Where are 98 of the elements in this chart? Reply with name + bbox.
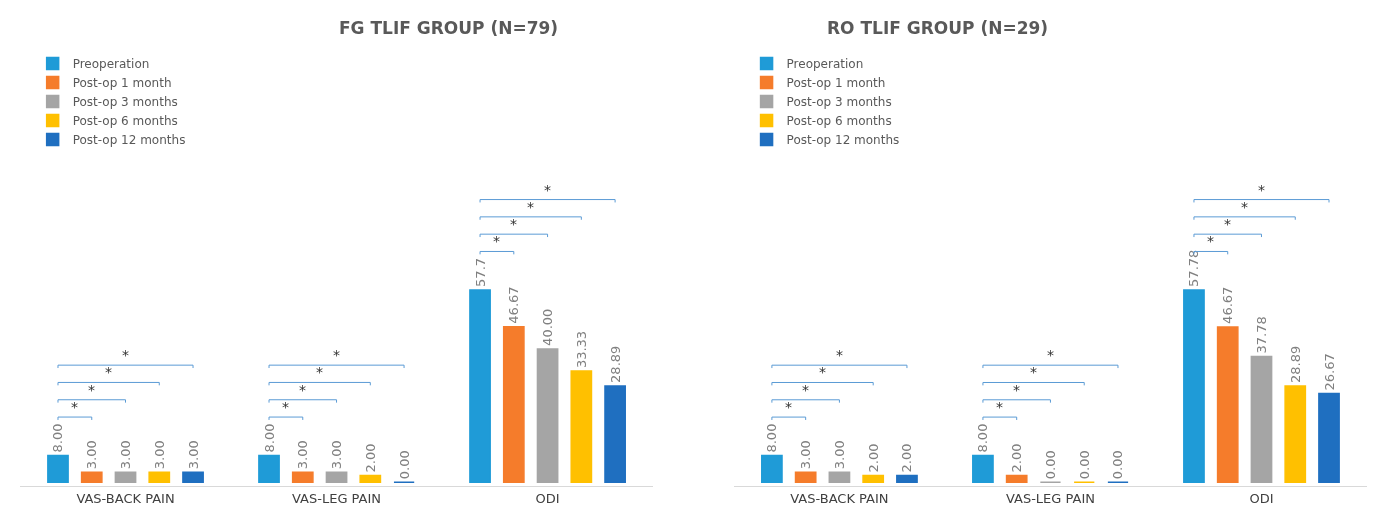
legend-label: Post-op 3 months xyxy=(72,95,178,110)
text: * xyxy=(510,216,517,232)
legend-label: Post-op 3 months xyxy=(786,95,892,110)
bar xyxy=(972,454,994,483)
annotation: * xyxy=(785,399,792,415)
data-label: 2.00 xyxy=(362,443,378,473)
text: * xyxy=(544,182,551,198)
data-label: 57.7 xyxy=(472,257,488,287)
annotation: * xyxy=(299,382,306,398)
data-label: 28.89 xyxy=(1287,345,1303,384)
text: * xyxy=(1224,216,1231,232)
bar xyxy=(761,454,783,483)
data-label: 33.33 xyxy=(573,330,589,369)
annotation: * xyxy=(1047,347,1054,363)
bar xyxy=(1216,326,1239,483)
bar xyxy=(828,471,851,483)
legend-label: Preoperation xyxy=(72,57,150,72)
annotation: * xyxy=(88,382,95,398)
data-label: 37.78 xyxy=(1253,316,1269,354)
bar xyxy=(80,471,103,483)
data-label: 40.00 xyxy=(540,308,556,346)
data-label: 8.00 xyxy=(975,423,991,453)
bar xyxy=(258,454,280,483)
data-label: 3.00 xyxy=(151,440,167,470)
bar xyxy=(604,385,626,483)
data-label: 3.00 xyxy=(118,440,134,470)
legend-label: Preoperation xyxy=(786,57,864,72)
bar xyxy=(291,471,314,483)
data-label: 28.89 xyxy=(607,345,623,383)
data-label: 3.00 xyxy=(831,440,847,470)
x-tick-label: VAS-LEG PAIN xyxy=(292,490,382,506)
bar xyxy=(325,471,348,483)
bar xyxy=(1250,355,1273,483)
bar xyxy=(502,325,525,483)
bar xyxy=(182,471,204,483)
data-label: 46.67 xyxy=(506,286,522,324)
legend-label: Post-op 6 months xyxy=(72,114,178,129)
bar xyxy=(1183,289,1205,483)
annotation: * xyxy=(1030,364,1037,380)
bar xyxy=(114,471,137,483)
data-label: 3.00 xyxy=(295,440,311,470)
data-label: 46.67 xyxy=(1220,286,1236,324)
data-label: 8.00 xyxy=(764,423,780,453)
text: * xyxy=(493,233,500,249)
data-label: 0.00 xyxy=(396,450,412,480)
bar xyxy=(1005,474,1028,483)
chart-title: RO TLIF GROUP (N=29) xyxy=(827,18,1049,38)
text: * xyxy=(1207,233,1214,249)
annotation: * xyxy=(996,399,1003,415)
bar xyxy=(469,289,491,483)
annotation: * xyxy=(105,364,112,380)
text: * xyxy=(1258,182,1265,198)
annotation: * xyxy=(122,347,129,363)
bar xyxy=(1318,392,1340,483)
legend-label: Post-op 12 months xyxy=(72,133,186,148)
legend-label: Post-op 1 month xyxy=(786,76,886,91)
data-label: 2.00 xyxy=(1009,443,1025,473)
data-label: 0.00 xyxy=(1042,450,1058,480)
x-tick-label: VAS-BACK PAIN xyxy=(790,490,889,506)
bar xyxy=(1284,385,1307,483)
data-label: 3.00 xyxy=(798,440,814,470)
data-label: 8.00 xyxy=(261,423,277,453)
bar xyxy=(862,474,885,483)
data-label: 0.00 xyxy=(1110,450,1126,480)
data-label: 8.00 xyxy=(50,423,66,453)
data-label: 2.00 xyxy=(899,443,915,473)
text: * xyxy=(1241,199,1248,215)
data-label: 0.00 xyxy=(1076,450,1092,480)
bar xyxy=(47,454,69,483)
x-tick-label: ODI xyxy=(1249,490,1274,506)
data-label: 26.67 xyxy=(1321,353,1337,391)
legend-label: Post-op 6 months xyxy=(786,114,892,129)
bar xyxy=(896,474,918,483)
x-tick-label: VAS-BACK PAIN xyxy=(76,490,175,506)
bar xyxy=(570,370,593,483)
legend-label: Post-op 1 month xyxy=(72,76,172,91)
text: * xyxy=(527,199,534,215)
bar xyxy=(359,474,382,483)
data-label: 57.78 xyxy=(1186,249,1202,287)
annotation: * xyxy=(71,399,78,415)
legend-label: Post-op 12 months xyxy=(786,133,900,148)
chart-title: FG TLIF GROUP (N=79) xyxy=(339,18,559,38)
annotation: * xyxy=(836,347,843,363)
annotation: * xyxy=(1013,382,1020,398)
bar xyxy=(794,471,817,483)
data-label: 3.00 xyxy=(84,440,100,470)
bar xyxy=(536,348,559,483)
data-label: 3.00 xyxy=(329,440,345,470)
annotation: * xyxy=(802,382,809,398)
data-label: 2.00 xyxy=(865,443,881,473)
annotation: * xyxy=(316,364,323,380)
data-label: 3.00 xyxy=(185,440,201,470)
x-tick-label: VAS-LEG PAIN xyxy=(1005,490,1095,506)
bar xyxy=(148,471,171,483)
annotation: * xyxy=(333,347,340,363)
annotation: * xyxy=(282,399,289,415)
x-tick-label: ODI xyxy=(535,490,560,506)
annotation: * xyxy=(819,364,826,380)
